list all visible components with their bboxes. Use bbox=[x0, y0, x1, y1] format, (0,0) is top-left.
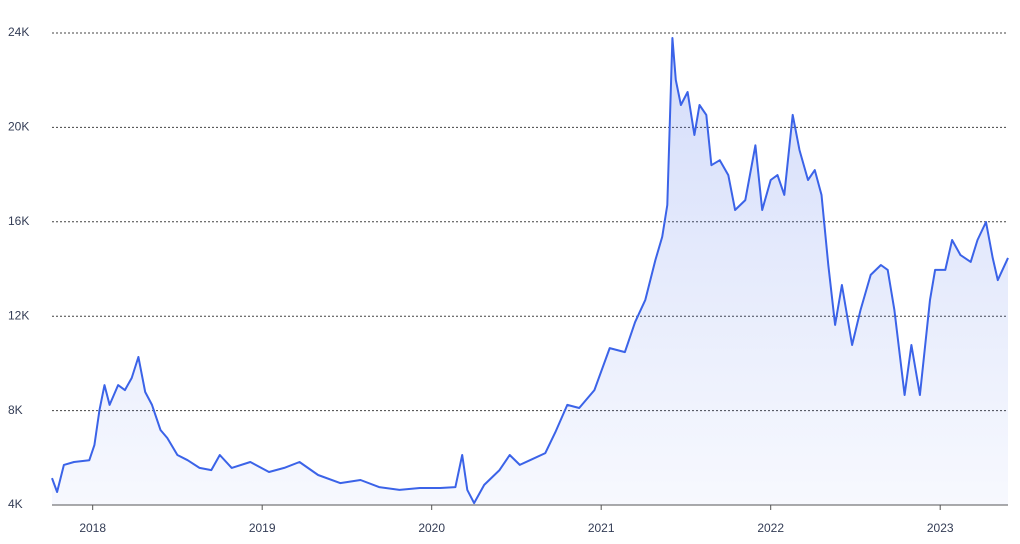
y-tick-label: 4K bbox=[8, 497, 23, 511]
y-tick-label: 24K bbox=[8, 25, 29, 39]
x-tick-label: 2019 bbox=[249, 521, 276, 535]
x-tick-label: 2021 bbox=[588, 521, 615, 535]
y-tick-label: 20K bbox=[8, 120, 29, 134]
line bbox=[51, 37, 1009, 505]
area-fill bbox=[52, 38, 1008, 505]
y-tick-label: 16K bbox=[8, 214, 29, 228]
x-tick-label: 2018 bbox=[79, 521, 106, 535]
x-tick-label: 2022 bbox=[757, 521, 784, 535]
x-tick-label: 2020 bbox=[418, 521, 445, 535]
x-tick-label: 2023 bbox=[927, 521, 954, 535]
y-tick-label: 12K bbox=[8, 308, 29, 322]
y-tick-label: 8K bbox=[8, 403, 23, 417]
